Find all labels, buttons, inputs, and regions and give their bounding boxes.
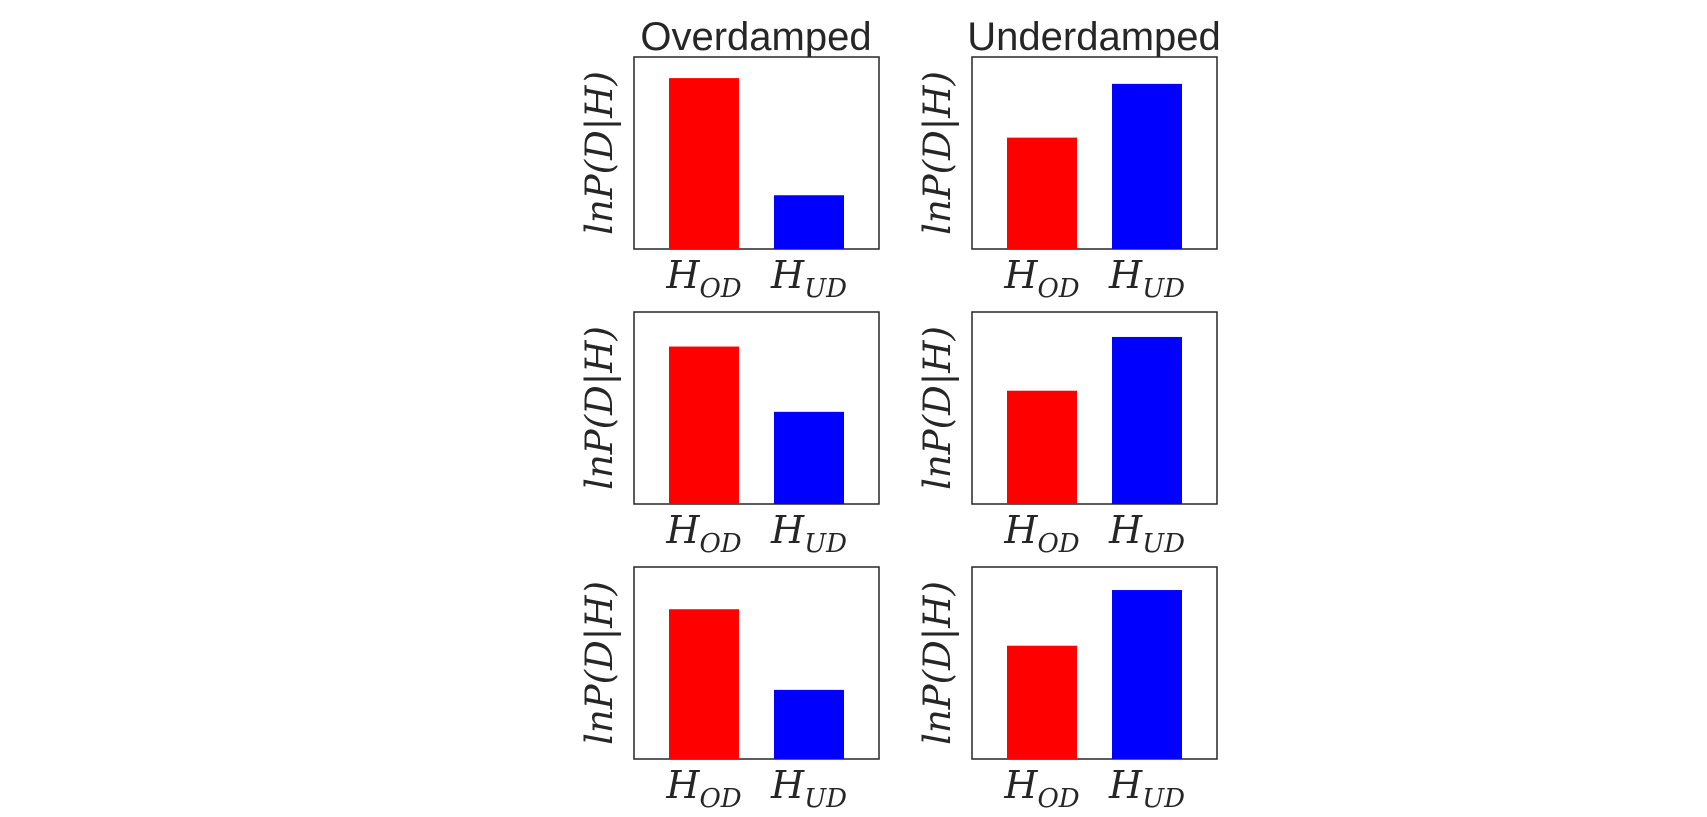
y-axis-label: lnP(D|H) xyxy=(916,71,959,235)
x-tick-label-h-ud: HUD xyxy=(1108,763,1185,814)
panel-5: HOD HUD lnP(D|H) xyxy=(578,566,880,814)
x-tick-label-h-od: HOD xyxy=(665,508,741,559)
bar-h-ud xyxy=(1112,336,1182,504)
y-axis-label: lnP(D|H) xyxy=(578,581,621,745)
x-tick-label-h-od: HOD xyxy=(665,763,741,814)
bar-h-od xyxy=(669,609,739,759)
bar-h-od xyxy=(1007,645,1077,759)
x-tick-label-h-od: HOD xyxy=(1003,253,1079,304)
bar-h-od xyxy=(669,78,739,250)
panel-6: HOD HUD lnP(D|H) xyxy=(916,566,1218,814)
bar-h-ud xyxy=(774,195,844,249)
x-tick-label-h-od: HOD xyxy=(1003,763,1079,814)
y-axis-label: lnP(D|H) xyxy=(916,581,959,745)
panel-2: HOD HUD lnP(D|H) xyxy=(916,56,1218,304)
panel-1: HOD HUD lnP(D|H) xyxy=(578,56,880,304)
x-tick-label-h-od: HOD xyxy=(665,253,741,304)
y-axis-label: lnP(D|H) xyxy=(578,71,621,235)
x-tick-label-h-ud: HUD xyxy=(1108,508,1185,559)
bar-h-ud xyxy=(774,689,844,759)
bar-h-ud xyxy=(1112,83,1182,249)
bar-h-od xyxy=(669,346,739,504)
y-axis-label: lnP(D|H) xyxy=(578,326,621,490)
column-title-underdamped: Underdamped xyxy=(967,15,1221,59)
x-tick-label-h-ud: HUD xyxy=(1108,253,1185,304)
panel-3: HOD HUD lnP(D|H) xyxy=(578,311,880,559)
panels: HOD HUD lnP(D|H) HOD HUD lnP(D|H) HOD HUD lnP(D|… xyxy=(578,56,1218,814)
y-axis-label: lnP(D|H) xyxy=(916,326,959,490)
bar-h-ud xyxy=(774,411,844,504)
x-tick-label-h-ud: HUD xyxy=(770,253,847,304)
bar-h-od xyxy=(1007,137,1077,249)
bar-h-ud xyxy=(1112,590,1182,759)
panel-4: HOD HUD lnP(D|H) xyxy=(916,311,1218,559)
x-tick-label-h-ud: HUD xyxy=(770,508,847,559)
x-tick-label-h-od: HOD xyxy=(1003,508,1079,559)
x-tick-label-h-ud: HUD xyxy=(770,763,847,814)
bar-h-od xyxy=(1007,390,1077,504)
column-title-overdamped: Overdamped xyxy=(640,15,871,59)
